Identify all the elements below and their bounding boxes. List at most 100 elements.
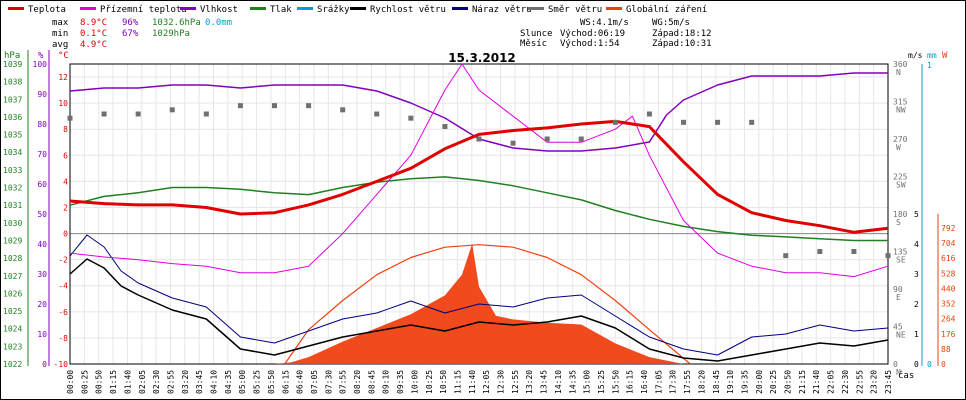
stats-min-press: 1029hPa <box>152 29 190 39</box>
stats-min-label: min <box>52 29 68 39</box>
x-tick-label: 15:00 <box>583 370 592 394</box>
axis-tick-pct: 60 <box>37 180 47 189</box>
x-tick-label: 16:15 <box>626 370 635 394</box>
axis-tick-temp: -6 <box>58 308 68 317</box>
x-tick-label: 23:45 <box>884 370 893 394</box>
legend-swatch <box>8 7 24 10</box>
stats-max-hum: 96% <box>122 18 139 28</box>
axis-tick-hpa: 1031 <box>3 201 22 210</box>
axis-tick-pct: 90 <box>37 90 47 99</box>
x-tick-label: 17:30 <box>669 370 678 394</box>
axis-tick-hpa: 1024 <box>3 325 22 334</box>
x-tick-label: 16:40 <box>640 370 649 394</box>
axis-unit-pct: % <box>38 51 44 61</box>
x-tick-label: 12:30 <box>497 370 506 394</box>
axis-tick-temp: -2 <box>58 256 68 265</box>
series-wind-dir-point <box>442 124 448 129</box>
x-tick-label: 01:40 <box>123 370 132 394</box>
x-tick-label: 03:45 <box>195 370 204 394</box>
legend-swatch <box>606 7 622 10</box>
stats-avg-label: avg <box>52 40 68 50</box>
x-tick-label: 08:45 <box>367 370 376 394</box>
axis-tick-dir-deg: 180 <box>893 210 908 219</box>
moon-rise: Východ:1:54 <box>560 39 620 49</box>
axis-tick-mm: 1 <box>927 61 932 70</box>
x-tick-label: 14:35 <box>568 370 577 394</box>
series-wind-gust <box>69 234 889 356</box>
x-tick-label: 04:10 <box>210 370 219 394</box>
x-tick-label: 07:05 <box>310 370 319 394</box>
x-tick-label: 03:20 <box>181 370 190 394</box>
axis-tick-ms: 0 <box>914 360 919 369</box>
x-tick-label: 19:10 <box>726 370 735 394</box>
series-wind-dir-point <box>476 136 482 142</box>
x-tick-label: 15:50 <box>611 370 620 394</box>
axis-tick-dir-name: SE <box>896 256 906 265</box>
axis-tick-temp: 8 <box>63 125 68 134</box>
axis-tick-hpa: 1029 <box>3 236 22 245</box>
axis-unit-mm: mm <box>927 51 937 60</box>
x-tick-label: 13:45 <box>540 370 549 394</box>
x-tick-label: 12:05 <box>482 370 491 394</box>
axis-tick-pct: 50 <box>37 210 47 219</box>
x-tick-label: 20:25 <box>769 370 778 394</box>
legend-swatch <box>452 7 468 10</box>
legend-label: Srážky <box>317 5 350 15</box>
x-tick-label: 09:35 <box>396 370 405 394</box>
wind-ws: WS:4.1m/s <box>580 18 629 28</box>
axis-tick-pct: 80 <box>37 120 47 129</box>
axis-tick-dir-name: S <box>896 218 901 227</box>
axis-tick-w: 352 <box>941 300 956 309</box>
axis-tick-w: 528 <box>941 269 956 278</box>
axis-unit-degc: °C <box>58 51 69 61</box>
x-tick-label: 10:00 <box>410 370 419 394</box>
series-wind-dir-point <box>203 111 209 117</box>
axis-tick-dir-name: N <box>896 68 901 77</box>
x-tick-label: 17:05 <box>654 370 663 394</box>
x-tick-label: 22:05 <box>827 370 836 394</box>
series-wind-dir-point <box>169 107 175 113</box>
axis-tick-hpa: 1032 <box>3 184 22 193</box>
legend-swatch <box>180 7 196 10</box>
x-tick-label: 13:20 <box>525 370 534 394</box>
series-wind-dir-point <box>272 103 277 109</box>
axis-tick-ms: 2 <box>914 300 919 309</box>
axis-tick-temp: 0 <box>63 230 68 239</box>
plot-area <box>67 63 891 365</box>
x-tick-label: 05:25 <box>253 370 262 394</box>
axis-tick-w: 88 <box>941 345 951 354</box>
axis-unit-hpa: hPa <box>4 51 20 61</box>
legend-label: Vlhkost <box>200 5 238 15</box>
x-tick-label: 17:55 <box>683 370 692 394</box>
axis-tick-dir-deg: 45 <box>893 323 903 332</box>
axis-tick-hpa: 1025 <box>3 307 22 316</box>
x-tick-label: 08:20 <box>353 370 362 394</box>
series-wind-dir-point <box>544 136 550 142</box>
axis-tick-w: 792 <box>941 224 956 233</box>
legend-label: Směr větru <box>548 5 602 15</box>
x-tick-label: 15:25 <box>597 370 606 394</box>
axis-tick-temp: 4 <box>63 177 68 186</box>
series-wind-dir-point <box>749 119 755 125</box>
series-wind-dir-point <box>885 253 891 259</box>
series-humidity <box>69 72 888 152</box>
x-tick-label: 02:55 <box>166 370 175 394</box>
legend-label: Globální záření <box>626 5 707 15</box>
moon-set: Západ:10:31 <box>652 39 712 49</box>
series-wind-dir-point <box>783 253 789 259</box>
x-tick-label: 07:55 <box>339 370 348 394</box>
legend-swatch <box>350 7 366 10</box>
sun-rise: Východ:06:19 <box>560 29 625 39</box>
x-tick-label: 21:15 <box>798 370 807 394</box>
legend-label: Náraz větru <box>472 5 532 15</box>
axis-tick-dir-name: W <box>896 143 901 152</box>
axis-tick-ms: 4 <box>914 240 919 249</box>
x-tick-label: 10:25 <box>425 370 434 394</box>
series-wind-dir-point <box>67 115 73 121</box>
series-wind-dir-point <box>851 249 857 254</box>
axis-unit-ms: m/s <box>908 51 923 60</box>
axis-tick-ms: 1 <box>914 330 919 339</box>
stats-avg-temp: 4.9°C <box>80 40 107 50</box>
